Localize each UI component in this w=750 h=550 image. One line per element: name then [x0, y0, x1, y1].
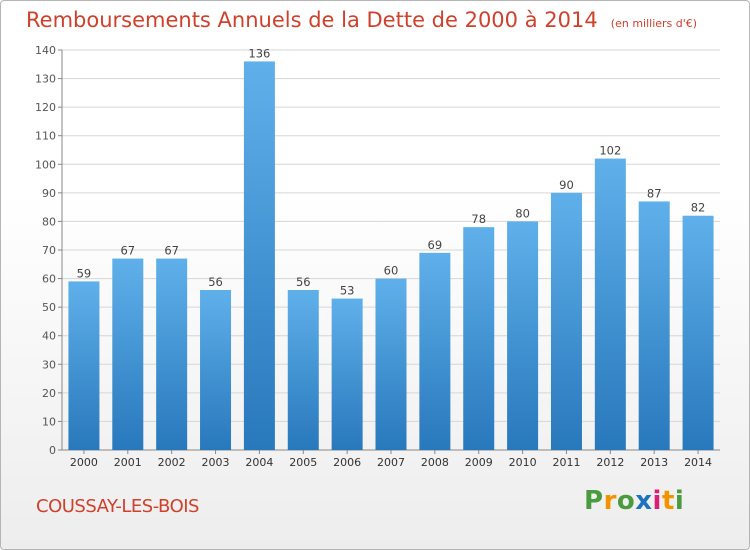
logo-letter: i: [674, 486, 685, 516]
bar: [200, 290, 232, 450]
y-tick-label: 100: [35, 158, 56, 171]
bar: [287, 290, 319, 450]
x-tick-label: 2006: [333, 456, 361, 469]
data-label: 60: [384, 264, 399, 278]
y-tick-label: 20: [42, 387, 56, 400]
bar: [463, 227, 495, 450]
x-tick-label: 2009: [465, 456, 493, 469]
x-tick-label: 2007: [377, 456, 405, 469]
logo-letter: P: [584, 486, 604, 516]
data-label: 59: [77, 266, 92, 280]
data-label: 80: [515, 206, 530, 220]
bar: [419, 252, 451, 450]
bar: [331, 298, 363, 450]
y-tick-label: 60: [42, 273, 56, 286]
y-tick-label: 130: [35, 73, 56, 86]
chart-title: Remboursements Annuels de la Dette de 20…: [26, 8, 598, 32]
x-tick-label: 2011: [552, 456, 580, 469]
bar: [68, 281, 100, 450]
bar: [550, 192, 582, 450]
y-tick-label: 10: [42, 415, 56, 428]
x-tick-label: 2012: [596, 456, 624, 469]
data-label: 87: [647, 186, 662, 200]
logo-letter: r: [603, 486, 617, 516]
chart-title-row: Remboursements Annuels de la Dette de 20…: [26, 8, 697, 32]
y-tick-label: 140: [35, 44, 56, 57]
x-tick-label: 2004: [245, 456, 273, 469]
data-label: 82: [691, 201, 706, 215]
bar: [507, 221, 539, 450]
logo-letter: x: [635, 486, 653, 516]
y-tick-label: 0: [49, 444, 56, 457]
bar: [638, 201, 670, 450]
bar: [375, 278, 407, 450]
data-label: 53: [340, 284, 355, 298]
x-tick-label: 2001: [114, 456, 142, 469]
bar: [682, 215, 714, 450]
proxiti-logo: Proxiti: [584, 486, 684, 516]
y-tick-label: 30: [42, 358, 56, 371]
y-tick-label: 90: [42, 187, 56, 200]
y-tick-label: 40: [42, 330, 56, 343]
bar: [243, 61, 275, 451]
x-tick-label: 2000: [70, 456, 98, 469]
logo-letter: t: [661, 486, 675, 516]
x-tick-label: 2014: [684, 456, 712, 469]
chart-unit: (en milliers d'€): [610, 17, 698, 30]
x-tick-label: 2005: [289, 456, 317, 469]
data-label: 69: [428, 238, 443, 252]
x-tick-label: 2002: [158, 456, 186, 469]
y-tick-label: 110: [35, 130, 56, 143]
data-label: 102: [599, 144, 621, 158]
x-tick-label: 2010: [509, 456, 537, 469]
data-label: 90: [559, 178, 574, 192]
data-label: 56: [208, 275, 223, 289]
data-label: 78: [471, 212, 486, 226]
y-tick-label: 50: [42, 301, 56, 314]
y-tick-label: 120: [35, 101, 56, 114]
x-tick-label: 2013: [640, 456, 668, 469]
data-label: 56: [296, 275, 311, 289]
x-tick-label: 2008: [421, 456, 449, 469]
bar: [156, 258, 188, 450]
data-label: 67: [164, 244, 179, 258]
data-label: 136: [248, 46, 270, 60]
commune-name: COUSSAY-LES-BOIS: [36, 496, 199, 517]
logo-letter: i: [652, 486, 662, 516]
bar: [112, 258, 144, 450]
data-label: 67: [120, 244, 135, 258]
logo-letter: o: [616, 486, 636, 516]
bar: [594, 158, 626, 451]
y-tick-label: 70: [42, 244, 56, 257]
y-tick-label: 80: [42, 215, 56, 228]
x-tick-label: 2003: [202, 456, 230, 469]
